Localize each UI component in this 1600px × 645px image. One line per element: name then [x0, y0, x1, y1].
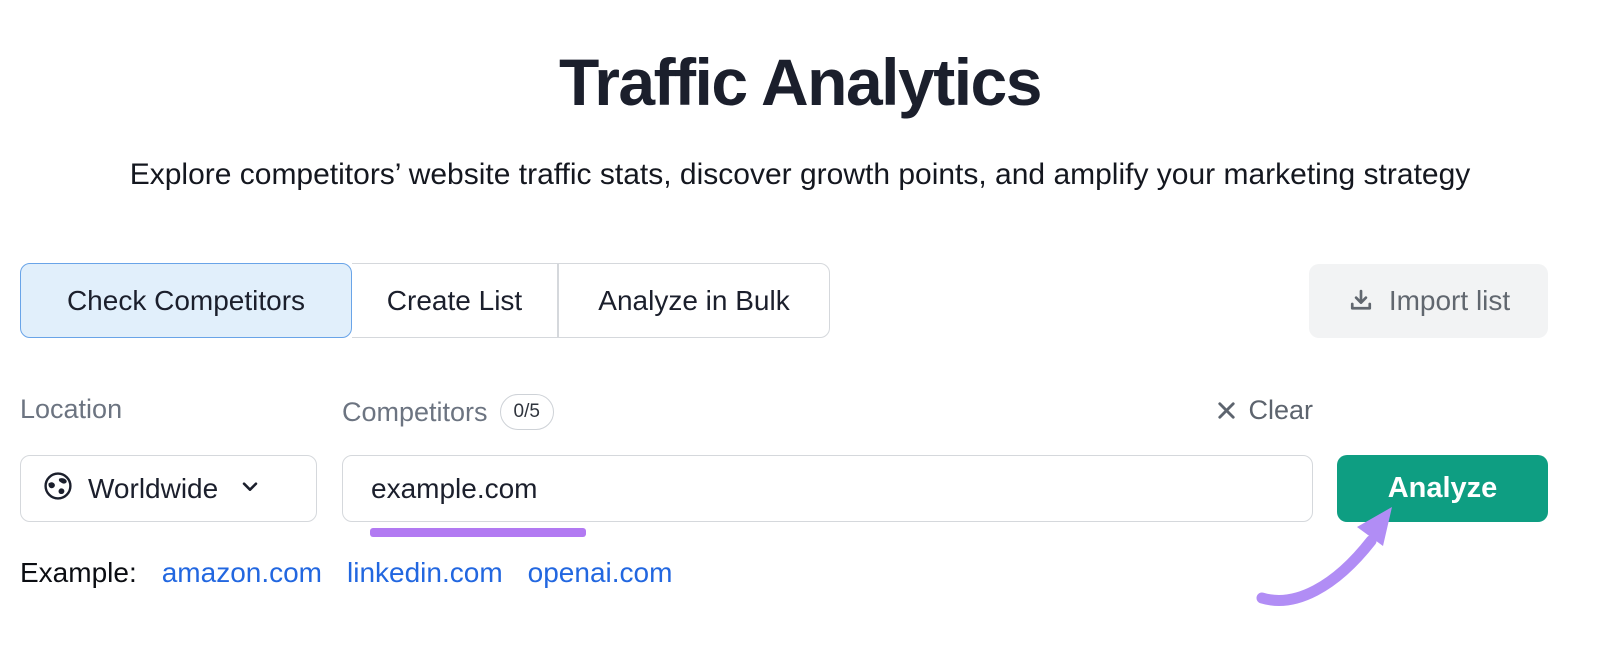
tab-check-competitors[interactable]: Check Competitors — [20, 263, 352, 338]
import-list-button[interactable]: Import list — [1309, 264, 1548, 338]
input-highlight-underline — [370, 528, 586, 537]
location-label: Location — [20, 394, 123, 424]
globe-icon — [43, 471, 73, 506]
location-value: Worldwide — [88, 472, 219, 504]
location-dropdown[interactable]: Worldwide — [20, 455, 317, 522]
tab-create-list[interactable]: Create List — [352, 263, 558, 338]
page-title: Traffic Analytics — [559, 45, 1042, 119]
close-icon — [1215, 399, 1238, 422]
competitor-domain-input[interactable] — [342, 455, 1313, 522]
analyze-button[interactable]: Analyze — [1337, 455, 1548, 522]
competitors-label: Competitors 0/5 — [342, 394, 554, 430]
page-subtitle: Explore competitors’ website traffic sta… — [129, 158, 1471, 191]
chevron-down-icon — [239, 475, 261, 502]
import-list-label: Import list — [1388, 285, 1511, 316]
competitors-label-text: Competitors — [342, 396, 488, 427]
mode-tab-bar: Check Competitors Create List Analyze in… — [20, 263, 830, 338]
competitors-counter-badge: 0/5 — [499, 394, 554, 430]
clear-button[interactable]: Clear — [1215, 395, 1313, 426]
download-icon — [1347, 287, 1375, 315]
examples-label: Example: — [20, 557, 137, 588]
tab-analyze-in-bulk[interactable]: Analyze in Bulk — [558, 263, 830, 338]
example-link-openai[interactable]: openai.com — [527, 557, 673, 588]
example-link-linkedin[interactable]: linkedin.com — [347, 557, 503, 588]
examples-row: Example: amazon.com linkedin.com openai.… — [20, 557, 672, 589]
clear-label: Clear — [1248, 395, 1313, 425]
example-link-amazon[interactable]: amazon.com — [161, 557, 323, 588]
